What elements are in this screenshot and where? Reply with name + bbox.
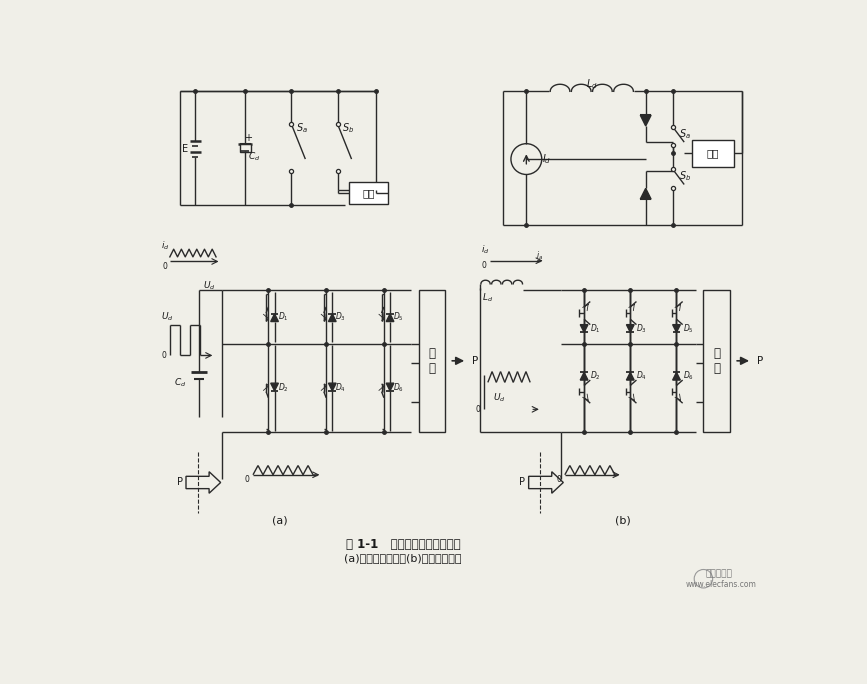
Text: 图 1-1   电压型与电流型逆变器: 图 1-1 电压型与电流型逆变器: [346, 538, 460, 551]
Text: 0: 0: [163, 261, 167, 271]
Polygon shape: [673, 325, 681, 332]
Text: +: +: [244, 133, 251, 143]
Text: (b): (b): [615, 516, 630, 526]
Text: E: E: [182, 144, 188, 154]
Polygon shape: [329, 383, 336, 391]
Polygon shape: [580, 325, 588, 332]
Polygon shape: [329, 314, 336, 321]
Text: P: P: [472, 356, 478, 366]
Text: $D_{1}$: $D_{1}$: [590, 322, 601, 334]
Text: 负载: 负载: [362, 188, 375, 198]
Text: $U_d$: $U_d$: [160, 311, 173, 323]
Text: $L_d$: $L_d$: [586, 77, 597, 90]
Text: P: P: [757, 356, 763, 366]
Text: $D_{2}$: $D_{2}$: [277, 382, 289, 394]
Text: (a): (a): [272, 516, 288, 526]
Text: $D_{4}$: $D_{4}$: [636, 370, 648, 382]
Text: 0: 0: [475, 405, 480, 414]
Text: 0: 0: [557, 475, 561, 484]
Text: $I_d$: $I_d$: [542, 152, 551, 166]
Polygon shape: [186, 472, 221, 493]
Text: $D_{3}$: $D_{3}$: [336, 311, 346, 323]
Text: $D_{2}$: $D_{2}$: [590, 370, 601, 382]
Text: $D_{5}$: $D_{5}$: [682, 322, 694, 334]
Polygon shape: [271, 383, 278, 391]
Polygon shape: [673, 372, 681, 380]
Text: 0: 0: [161, 351, 166, 360]
Text: $S_a$: $S_a$: [679, 127, 691, 141]
Text: $L_d$: $L_d$: [482, 291, 493, 304]
Bar: [240, 144, 251, 152]
Text: $D_{1}$: $D_{1}$: [277, 311, 289, 323]
Text: $D_{3}$: $D_{3}$: [636, 322, 648, 334]
Text: $S_b$: $S_b$: [679, 169, 691, 183]
Text: P: P: [519, 477, 525, 488]
Polygon shape: [271, 314, 278, 321]
Polygon shape: [641, 188, 651, 199]
Text: $i_a$: $i_a$: [537, 250, 544, 263]
Bar: [692, 140, 734, 167]
Polygon shape: [627, 325, 634, 332]
Polygon shape: [641, 115, 651, 126]
Text: $U_d$: $U_d$: [493, 391, 505, 404]
Text: 交
流: 交 流: [713, 347, 720, 375]
Text: 交
流: 交 流: [428, 347, 435, 375]
Text: www.elecfans.com: www.elecfans.com: [686, 579, 757, 589]
Text: 负载: 负载: [707, 148, 719, 158]
Text: $S_a$: $S_a$: [297, 121, 308, 135]
Text: 0: 0: [481, 261, 486, 270]
Text: $U_d$: $U_d$: [203, 280, 216, 292]
Text: $C_d$: $C_d$: [248, 150, 261, 163]
Text: $i_d$: $i_d$: [481, 244, 490, 256]
Text: $D_{6}$: $D_{6}$: [393, 382, 404, 394]
Text: $i_d$: $i_d$: [160, 240, 169, 252]
Text: $S_b$: $S_b$: [342, 121, 355, 135]
Bar: [703, 290, 730, 432]
Text: $D_{6}$: $D_{6}$: [682, 370, 694, 382]
Bar: [419, 290, 446, 432]
Text: $C_d$: $C_d$: [174, 376, 186, 389]
Polygon shape: [386, 314, 394, 321]
Text: P: P: [177, 477, 183, 488]
Polygon shape: [529, 472, 564, 493]
Polygon shape: [386, 383, 394, 391]
Text: $D_{4}$: $D_{4}$: [336, 382, 346, 394]
Polygon shape: [580, 372, 588, 380]
Text: $D_{5}$: $D_{5}$: [393, 311, 404, 323]
Text: (a)电压型逆变器；(b)电流型逆变器: (a)电压型逆变器；(b)电流型逆变器: [344, 553, 462, 563]
Text: 0: 0: [244, 475, 250, 484]
Text: 电子发烧友: 电子发烧友: [706, 569, 733, 578]
Bar: [349, 182, 388, 204]
Polygon shape: [627, 372, 634, 380]
